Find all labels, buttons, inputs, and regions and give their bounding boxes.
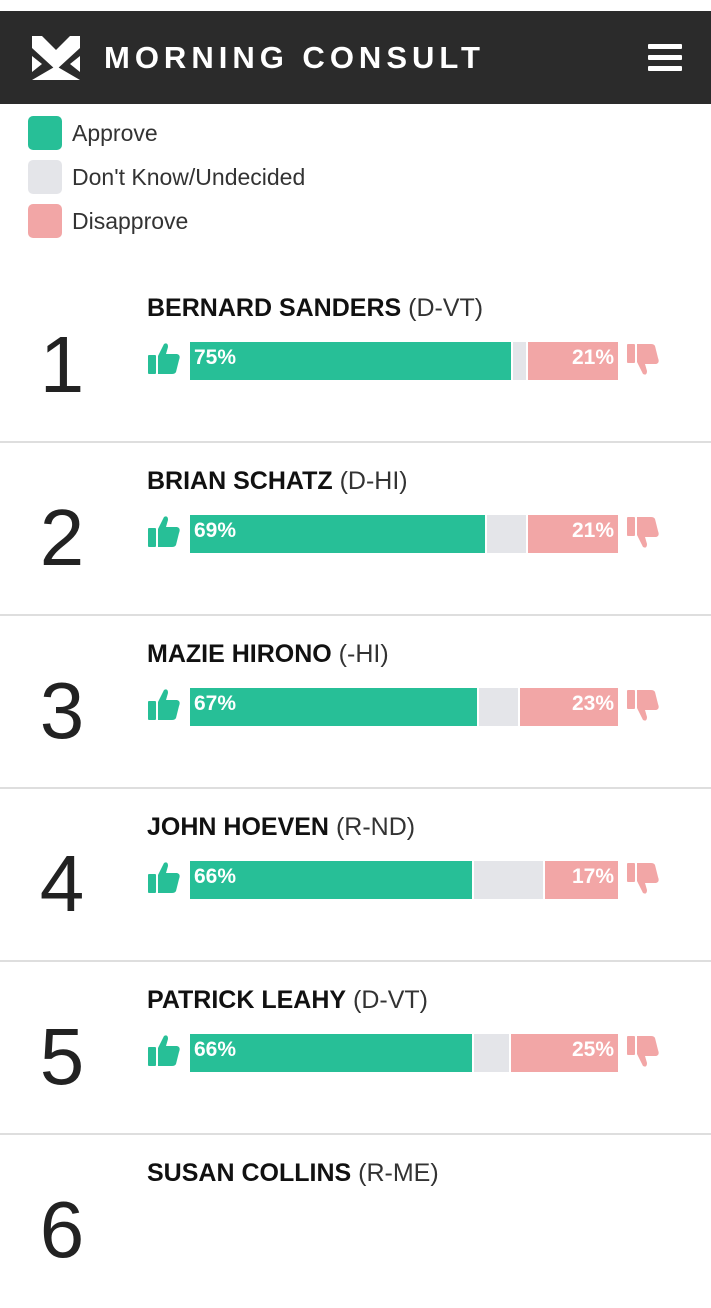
disapprove-percent: 21% xyxy=(571,519,614,542)
brand-name[interactable]: MORNING CONSULT xyxy=(104,40,485,75)
legend-label: Approve xyxy=(72,120,158,146)
legend-swatch xyxy=(28,204,62,238)
senator-name-line: BERNARD SANDERS (D-VT) xyxy=(147,294,483,323)
senator-party: (-HI) xyxy=(338,640,389,668)
thumbs-down-icon xyxy=(627,863,659,894)
approval-bar: 67% 23% xyxy=(190,688,618,726)
approve-segment: 67% xyxy=(190,688,477,726)
rank-number: 2 xyxy=(39,493,85,582)
legend-label: Don't Know/Undecided xyxy=(72,164,306,190)
approval-bar: 75% 21% xyxy=(190,342,618,380)
legend-label: Disapprove xyxy=(72,208,189,234)
approve-percent: 66% xyxy=(194,865,237,888)
disapprove-segment: 21% xyxy=(528,515,618,553)
undecided-segment xyxy=(474,861,543,899)
disapprove-percent: 21% xyxy=(571,346,614,369)
senator-name-line: PATRICK LEAHY (D-VT) xyxy=(147,986,428,1015)
approve-segment: 66% xyxy=(190,861,472,899)
senator-party: (D-HI) xyxy=(339,467,408,495)
morning-consult-logo-icon[interactable] xyxy=(32,36,80,80)
thumbs-down-icon xyxy=(627,344,659,375)
senator-party: (R-ME) xyxy=(358,1159,439,1187)
rank-number: 5 xyxy=(39,1012,85,1101)
senator-row: 6 SUSAN COLLINS (R-ME) xyxy=(0,1135,711,1308)
approve-percent: 75% xyxy=(194,346,237,369)
senator-row: 4 JOHN HOEVEN (R-ND) 66% 17% xyxy=(0,789,711,962)
rank-number: 4 xyxy=(39,839,85,928)
senator-party: (R-ND) xyxy=(335,813,416,841)
senator-party: (D-VT) xyxy=(408,294,484,322)
approve-percent: 66% xyxy=(194,1038,237,1061)
thumbs-up-icon xyxy=(148,516,180,547)
approve-segment: 66% xyxy=(190,1034,472,1072)
rank-number: 6 xyxy=(39,1185,85,1274)
senator-name-line: BRIAN SCHATZ (D-HI) xyxy=(147,467,408,496)
approve-segment: 69% xyxy=(190,515,485,553)
undecided-segment xyxy=(479,688,518,726)
thumbs-up-icon xyxy=(148,689,180,720)
approve-percent: 67% xyxy=(194,692,237,715)
disapprove-segment: 25% xyxy=(511,1034,618,1072)
thumbs-up-icon xyxy=(148,862,180,893)
senator-party: (D-VT) xyxy=(353,986,429,1014)
senator-name: BERNARD SANDERS xyxy=(147,294,402,322)
senator-row: 5 PATRICK LEAHY (D-VT) 66% 25% xyxy=(0,962,711,1135)
senator-name: MAZIE HIRONO xyxy=(147,640,332,668)
rank-number: 3 xyxy=(39,666,85,755)
approval-bar: 66% 25% xyxy=(190,1034,618,1072)
senator-name: JOHN HOEVEN xyxy=(147,813,329,841)
approve-percent: 69% xyxy=(194,519,237,542)
thumbs-up-icon xyxy=(148,343,180,374)
senator-row: 2 BRIAN SCHATZ (D-HI) 69% 21% xyxy=(0,443,711,616)
legend-swatch xyxy=(28,160,62,194)
senator-name: PATRICK LEAHY xyxy=(147,986,347,1014)
senator-name-line: SUSAN COLLINS (R-ME) xyxy=(147,1159,439,1188)
disapprove-segment: 21% xyxy=(528,342,618,380)
undecided-segment xyxy=(513,342,526,380)
rank-number: 1 xyxy=(39,320,85,409)
thumbs-down-icon xyxy=(627,690,659,721)
legend-swatch xyxy=(28,116,62,150)
thumbs-up-icon xyxy=(148,1035,180,1066)
top-strip xyxy=(0,0,711,11)
approve-segment: 75% xyxy=(190,342,511,380)
approval-bar: 66% 17% xyxy=(190,861,618,899)
senator-name-line: JOHN HOEVEN (R-ND) xyxy=(147,813,415,842)
senator-name: SUSAN COLLINS xyxy=(147,1159,352,1187)
approval-bar: 69% 21% xyxy=(190,515,618,553)
thumbs-down-icon xyxy=(627,1036,659,1067)
senator-name: BRIAN SCHATZ xyxy=(147,467,333,495)
senator-list: 1 BERNARD SANDERS (D-VT) 75% 21% 2 BRIAN… xyxy=(0,270,711,1308)
disapprove-segment: 23% xyxy=(520,688,618,726)
undecided-segment xyxy=(474,1034,509,1072)
senator-row: 3 MAZIE HIRONO (-HI) 67% 23% xyxy=(0,616,711,789)
disapprove-percent: 23% xyxy=(571,692,614,715)
disapprove-percent: 17% xyxy=(571,865,614,888)
senator-row: 1 BERNARD SANDERS (D-VT) 75% 21% xyxy=(0,270,711,443)
disapprove-percent: 25% xyxy=(571,1038,614,1061)
site-header: MORNING CONSULT xyxy=(0,11,711,104)
thumbs-down-icon xyxy=(627,517,659,548)
undecided-segment xyxy=(487,515,526,553)
hamburger-menu-icon[interactable] xyxy=(648,44,682,72)
disapprove-segment: 17% xyxy=(545,861,618,899)
senator-name-line: MAZIE HIRONO (-HI) xyxy=(147,640,389,669)
